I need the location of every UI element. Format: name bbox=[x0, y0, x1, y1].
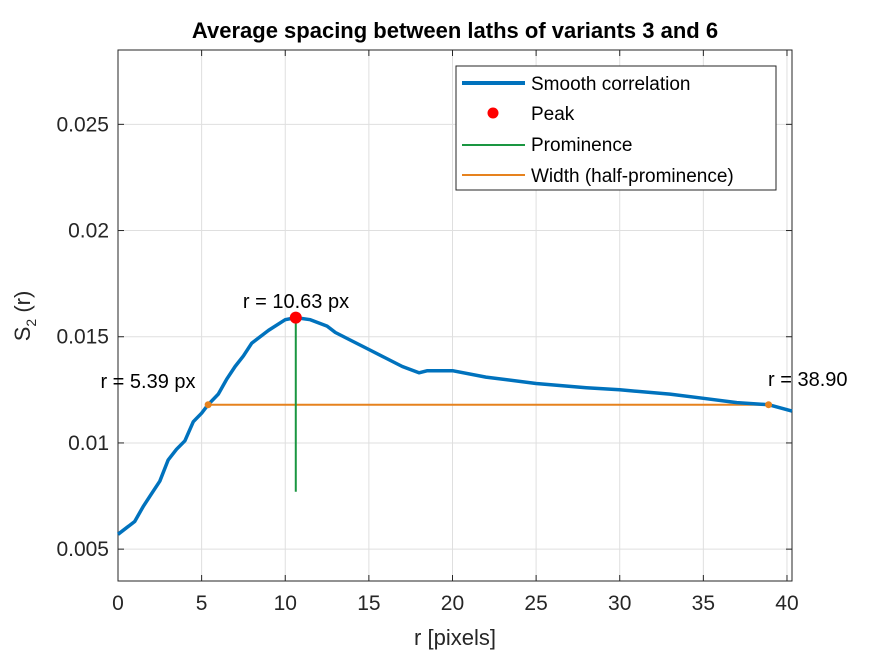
x-tick-label: 40 bbox=[775, 592, 798, 615]
y-axis-label-sub: 2 bbox=[23, 319, 39, 327]
y-tick-label: 0.01 bbox=[68, 432, 109, 455]
y-axis-label: S2 (r) bbox=[10, 291, 39, 342]
x-tick-label: 5 bbox=[196, 592, 208, 615]
legend-label-prominence: Prominence bbox=[531, 135, 632, 156]
x-tick-label: 35 bbox=[692, 592, 715, 615]
ticks: 0 5 10 15 20 25 30 35 40 0.005 0.01 0.015 0.02 0.025 bbox=[56, 50, 799, 615]
width-right-annotation: r = 38.90 bbox=[768, 369, 848, 391]
marks bbox=[116, 311, 793, 536]
chart-title: Average spacing between laths of variant… bbox=[192, 18, 718, 43]
y-axis-label-main: S bbox=[10, 327, 35, 342]
width-left-annotation: r = 5.39 px bbox=[100, 371, 195, 393]
width-right-point bbox=[765, 401, 773, 409]
width-left-point bbox=[204, 401, 212, 409]
legend-label-width: Width (half-prominence) bbox=[531, 166, 734, 187]
peak-marker bbox=[289, 311, 302, 324]
series-line-smooth-correlation bbox=[116, 315, 793, 536]
legend-label-peak: Peak bbox=[531, 104, 575, 125]
legend: Smooth correlation Peak Prominence Width… bbox=[455, 65, 777, 191]
x-tick-label: 25 bbox=[524, 592, 547, 615]
y-tick-label: 0.025 bbox=[56, 113, 109, 136]
legend-box bbox=[455, 65, 777, 191]
legend-swatch-peak bbox=[487, 107, 499, 119]
plot-box bbox=[117, 49, 793, 582]
x-tick-label: 10 bbox=[274, 592, 297, 615]
peak-annotation: r = 10.63 px bbox=[243, 291, 349, 313]
legend-label-smooth-correlation: Smooth correlation bbox=[531, 74, 690, 95]
x-tick-label: 0 bbox=[112, 592, 124, 615]
x-tick-label: 20 bbox=[441, 592, 464, 615]
x-tick-label: 15 bbox=[357, 592, 380, 615]
y-tick-label: 0.005 bbox=[56, 538, 109, 561]
y-axis-label-rest: (r) bbox=[10, 291, 35, 319]
y-tick-label: 0.015 bbox=[56, 326, 109, 349]
x-axis-label: r [pixels] bbox=[414, 625, 496, 650]
y-tick-label: 0.02 bbox=[68, 220, 109, 243]
x-tick-label: 30 bbox=[608, 592, 631, 615]
